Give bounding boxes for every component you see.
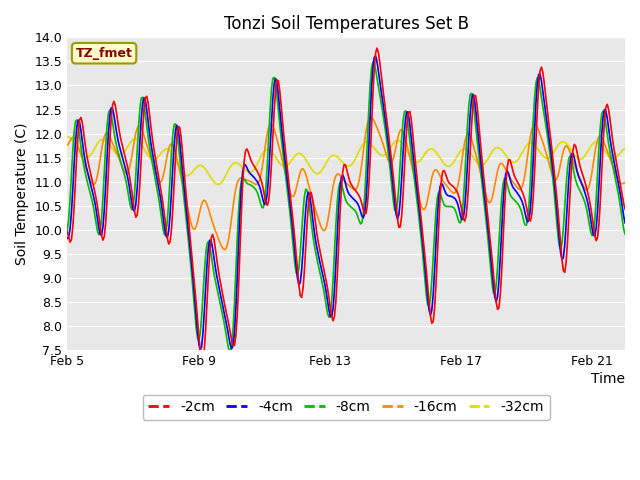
Text: TZ_fmet: TZ_fmet: [76, 47, 132, 60]
Text: Time: Time: [591, 372, 625, 386]
Y-axis label: Soil Temperature (C): Soil Temperature (C): [15, 122, 29, 265]
Title: Tonzi Soil Temperatures Set B: Tonzi Soil Temperatures Set B: [223, 15, 468, 33]
Legend: -2cm, -4cm, -8cm, -16cm, -32cm: -2cm, -4cm, -8cm, -16cm, -32cm: [143, 395, 550, 420]
